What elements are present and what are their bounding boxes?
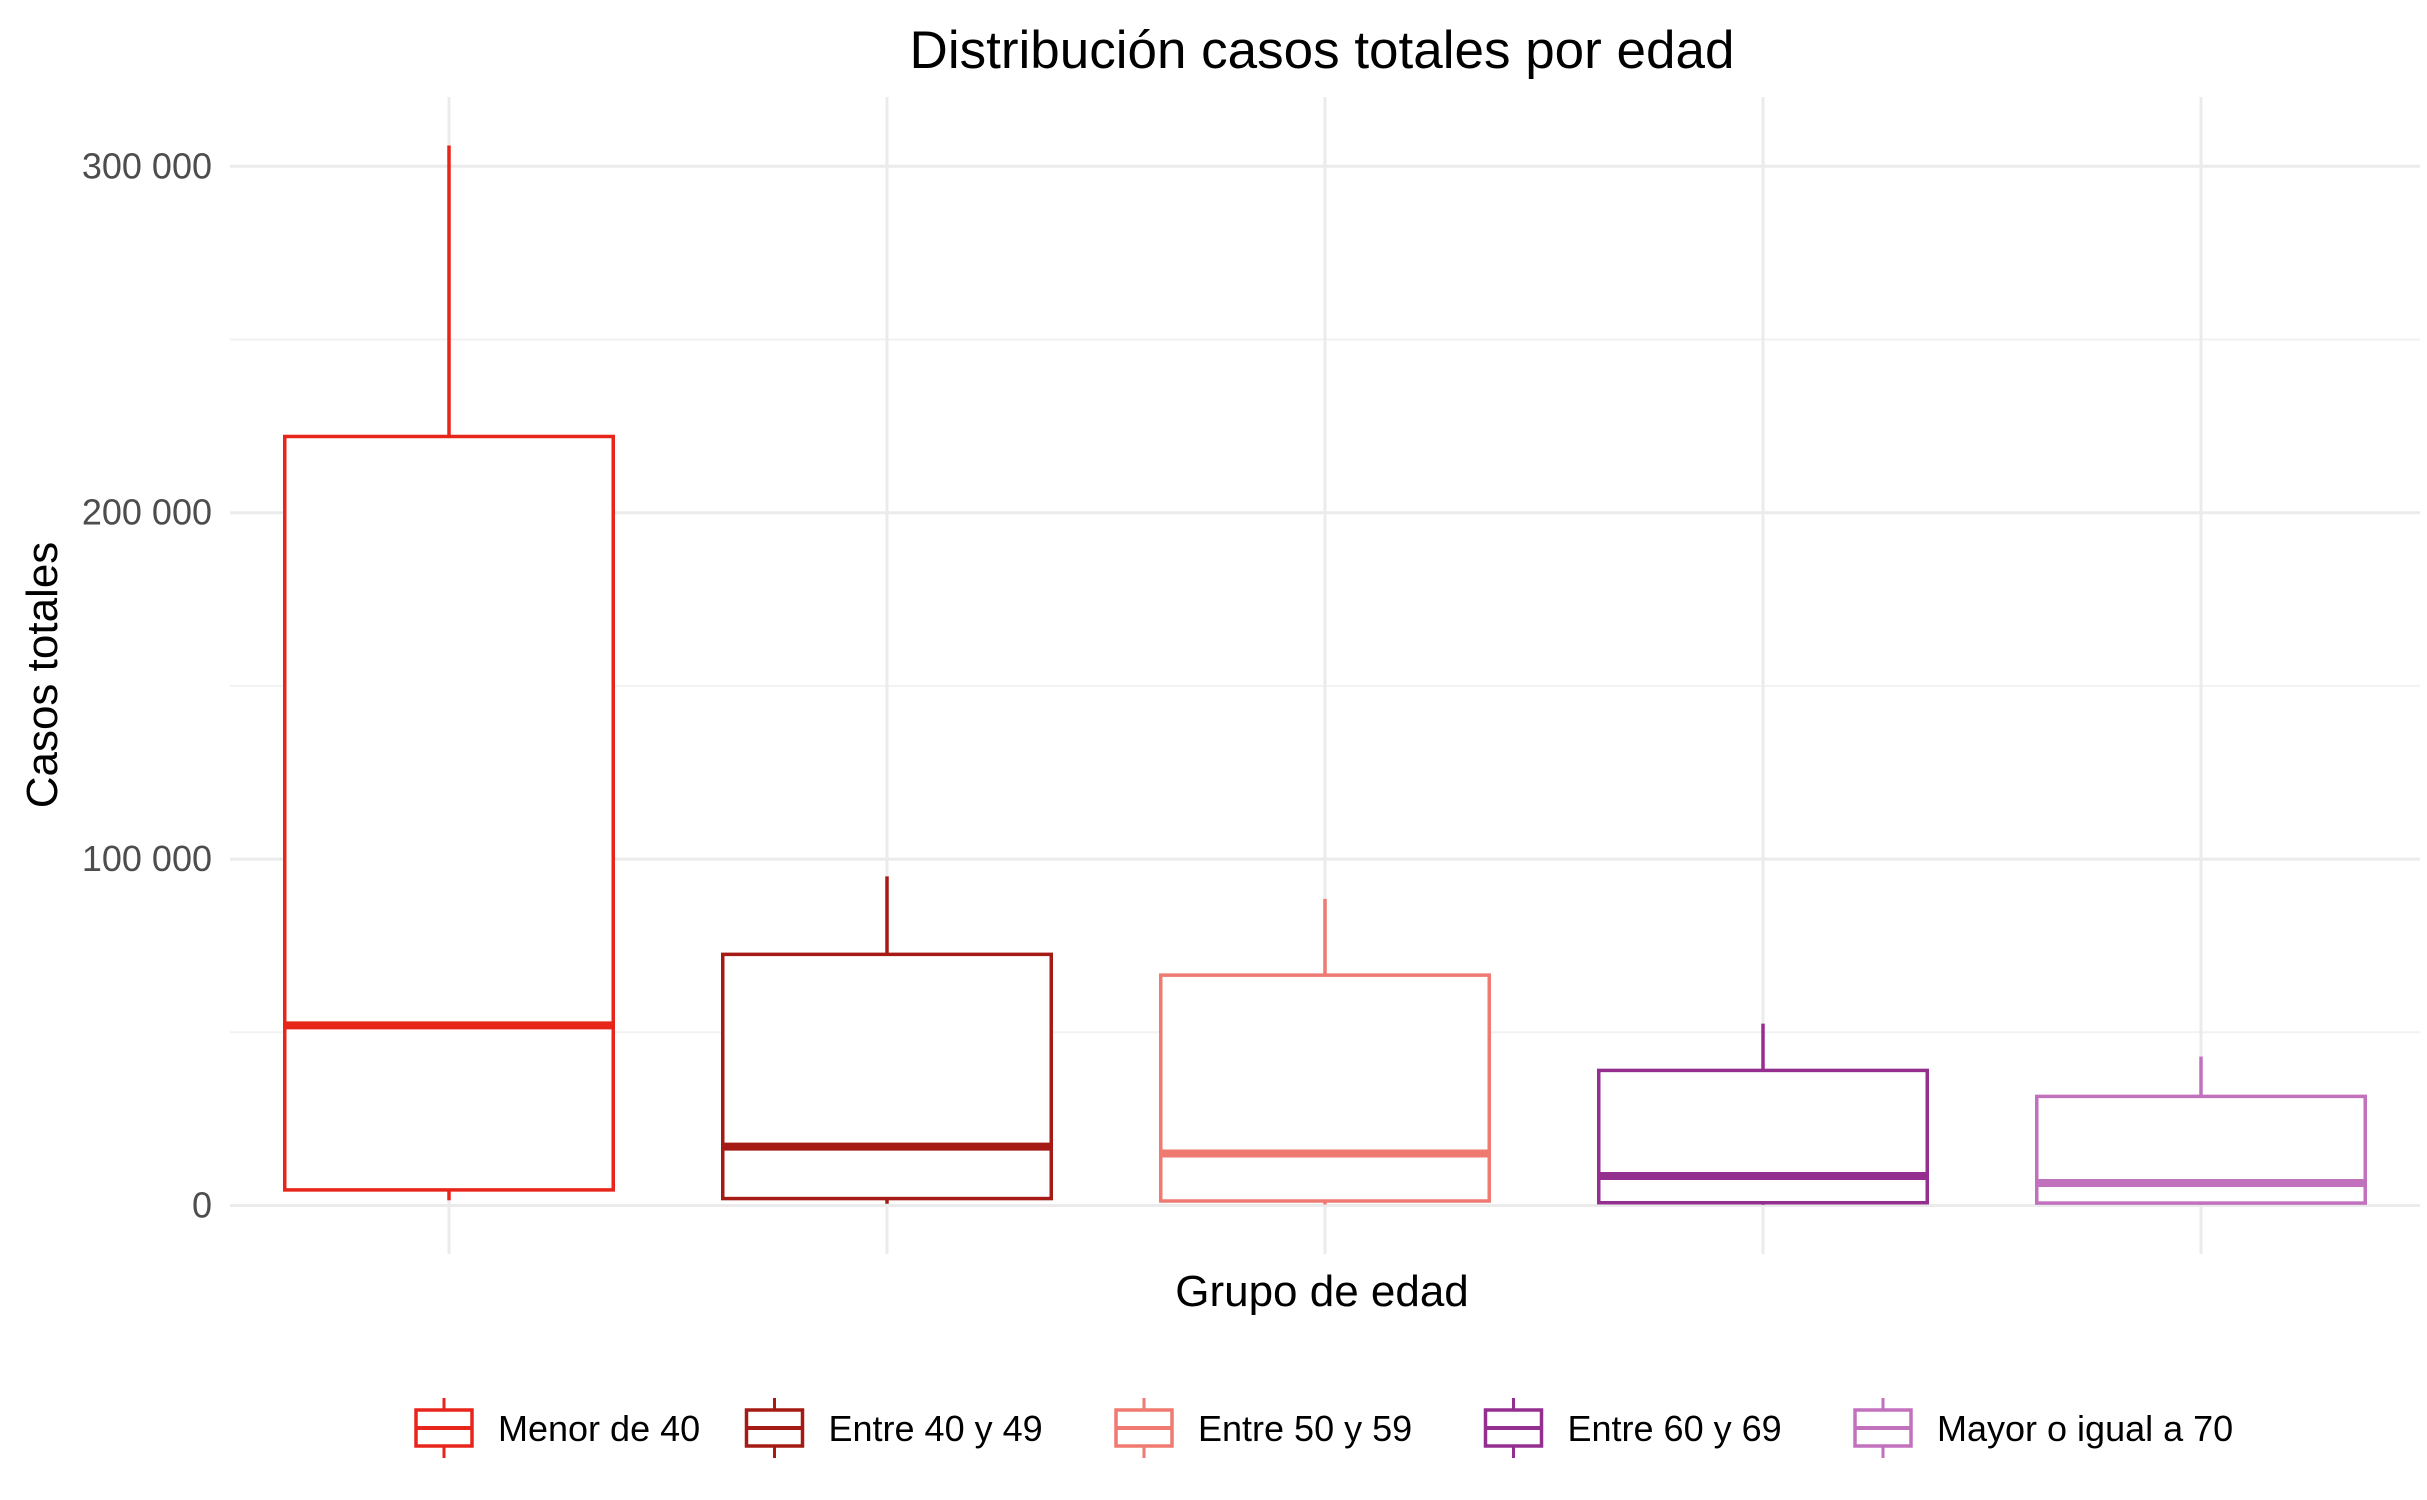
box-iqr <box>721 952 1053 1201</box>
legend: Menor de 40 Entre 40 y 49 Entre 50 y 59 Ent… <box>414 1398 2233 1458</box>
y-axis-title: Casos totales <box>18 542 67 809</box>
x-axis-title: Grupo de edad <box>1175 1267 1469 1316</box>
y-tick-label: 0 <box>192 1185 212 1226</box>
box-iqr <box>2035 1094 2367 1205</box>
legend-label: Menor de 40 <box>498 1408 700 1449</box>
legend-item: Entre 50 y 59 <box>1114 1398 1412 1458</box>
box-group <box>1159 898 1491 1205</box>
box-iqr <box>1159 973 1491 1203</box>
box-group <box>1597 1023 1929 1205</box>
box-iqr <box>283 434 615 1192</box>
legend-item: Entre 40 y 49 <box>744 1398 1043 1458</box>
box-iqr <box>1597 1068 1929 1205</box>
legend-label: Entre 60 y 69 <box>1568 1408 1782 1449</box>
box-group <box>283 145 615 1201</box>
legend-item: Menor de 40 <box>414 1398 700 1458</box>
legend-label: Entre 50 y 59 <box>1198 1408 1412 1449</box>
y-tick-label: 300 000 <box>82 145 212 186</box>
legend-label: Entre 40 y 49 <box>829 1408 1043 1449</box>
chart-title: Distribución casos totales por edad <box>910 21 1735 80</box>
y-tick-label: 200 000 <box>82 492 212 533</box>
box-series <box>283 145 2367 1205</box>
y-axis-ticks: 0 100 000 200 000 300 000 <box>82 145 212 1225</box>
legend-item: Mayor o igual a 70 <box>1853 1398 2233 1458</box>
legend-item: Entre 60 y 69 <box>1483 1398 1782 1458</box>
legend-label: Mayor o igual a 70 <box>1937 1408 2233 1449</box>
box-group <box>721 876 1053 1204</box>
box-group <box>2035 1056 2367 1205</box>
y-tick-label: 100 000 <box>82 838 212 879</box>
